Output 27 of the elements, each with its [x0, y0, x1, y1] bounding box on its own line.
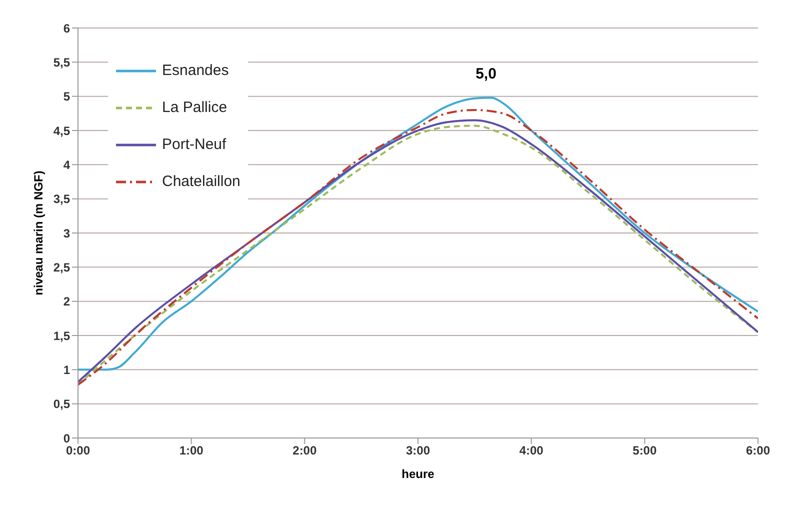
- legend-label: Chatelaillon: [162, 173, 240, 190]
- y-tick-label: 1,5: [53, 328, 70, 343]
- y-tick-label: 5: [63, 90, 70, 104]
- y-tick-label: 4,5: [53, 124, 70, 138]
- y-tick-label: 2: [63, 294, 70, 309]
- y-tick-label: 6: [63, 21, 70, 36]
- legend-label: La Pallice: [162, 99, 228, 116]
- y-tick-label: 3: [63, 226, 70, 240]
- x-tick-label: 3:00: [406, 444, 430, 458]
- y-tick-label: 3,5: [53, 192, 70, 206]
- x-tick-label: 5:00: [632, 444, 657, 458]
- x-tick-label: 0:00: [66, 444, 90, 458]
- x-tick-label: 2:00: [292, 444, 317, 458]
- x-axis-title: heure: [402, 467, 435, 481]
- y-tick-label: 2,5: [53, 260, 70, 274]
- y-tick-label: 0,5: [53, 397, 70, 412]
- y-tick-label: 4: [63, 158, 70, 172]
- legend-label: Esnandes: [162, 62, 229, 79]
- x-tick-label: 4:00: [519, 444, 544, 458]
- y-tick-label: 1: [63, 362, 70, 377]
- y-axis-title: niveau marin (m NGF): [31, 170, 46, 296]
- y-tick-label: 5,5: [53, 55, 70, 70]
- y-tick-label: 0: [63, 431, 70, 446]
- legend-label: Port-Neuf: [162, 136, 226, 153]
- x-tick-label: 1:00: [179, 444, 204, 458]
- x-tick-label: 6:00: [746, 444, 770, 458]
- annotation: 5,0: [476, 65, 496, 82]
